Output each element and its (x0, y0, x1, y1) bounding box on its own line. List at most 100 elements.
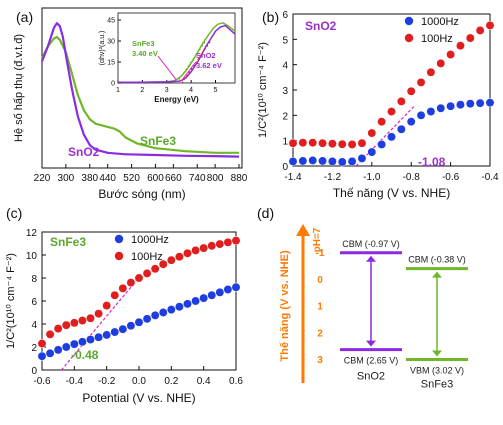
panel-b-ytick-label: 4 (282, 61, 288, 72)
panel-d-ytick-label: 0 (317, 275, 323, 286)
panel-c-ytick-label: 8 (31, 274, 37, 285)
inset-xtick-label: 3 (165, 87, 169, 94)
panel-b-ytick-label: 5 (282, 35, 288, 46)
inset-ytick-label: 15 (107, 60, 115, 67)
panel-b-point-100hz (446, 50, 456, 59)
panel-c-point-100hz (142, 268, 152, 278)
panel-b-point-1000hz (288, 156, 298, 166)
panel-b-ytick-label: 3 (282, 86, 288, 97)
panel-c-point-100hz (86, 313, 95, 323)
panel-b-xtick-label: -1.2 (324, 172, 342, 183)
panel-d-ytick-label: 1 (317, 302, 323, 313)
panel-c-point-1000hz (86, 335, 95, 344)
inset-frame (117, 12, 236, 84)
panel-d-snfe3-vbm-label: VBM (3.02 V) (410, 366, 464, 376)
panel-c-xtick-label: -0.4 (66, 376, 84, 387)
panel-c-xlabel: Potential (V vs. NHE) (82, 391, 195, 405)
panel-b-ytick-label: 0 (282, 162, 288, 173)
panel-b-point-1000hz (475, 98, 485, 108)
inset-xlabel: Energy (eV) (154, 95, 199, 104)
panel-c-point-100hz (110, 290, 120, 300)
panel-b-point-100hz (465, 33, 475, 43)
panel-b-point-100hz (308, 138, 318, 148)
inset-ytick-label: 0 (111, 81, 115, 88)
panel-c-xtick-label: -0.2 (98, 376, 116, 387)
series-a-snfe3 (41, 35, 239, 154)
panel-c-point-100hz (150, 264, 160, 274)
panel-c-point-100hz (45, 329, 55, 339)
inset-ann-sno2-value: 3.62 eV (196, 61, 222, 70)
panel-b-point-1000hz (436, 103, 446, 113)
panel-b-point-100hz (485, 20, 495, 30)
panel-c-point-1000hz (134, 317, 144, 327)
inset-ylabel: (αhν)²(a.u.) (99, 31, 106, 66)
panel-c-legend-marker-1000hz (114, 234, 124, 244)
panel-c-ytick-label: 12 (26, 228, 38, 239)
panel-c-point-100hz (183, 248, 192, 258)
panel-b-point-100hz (298, 138, 308, 148)
panel-c-point-100hz (61, 320, 71, 330)
panel-c-point-1000hz (53, 345, 63, 355)
panel-a-xtick-label: 220 (34, 173, 51, 184)
panel-b-point-1000hz (426, 107, 436, 116)
panel-b-legend-marker-100hz (404, 33, 414, 43)
panel-c-point-100hz (199, 243, 209, 253)
panel-c-point-100hz (231, 236, 241, 246)
panel-d-snfe3-name: SnFe3 (421, 379, 453, 391)
inset-ann-snfe3-value: 3.40 eV (132, 49, 158, 58)
panel-c-xtick-label: 0.6 (229, 376, 243, 387)
panel-c-xtick-label: 0.4 (197, 376, 211, 387)
panel-b-point-100hz (377, 117, 387, 127)
panel-b-xtick-label: -0.4 (481, 172, 499, 183)
panel-c-point-100hz (207, 241, 217, 251)
panel-b-xtick-label: -0.8 (403, 172, 421, 183)
panel-c-point-100hz (126, 278, 136, 288)
panel-a-xtick-label: 520 (123, 173, 140, 184)
panel-b-point-100hz (436, 58, 446, 68)
panel-c-ylabel: 1/C²(10¹⁰ cm⁻⁴ F⁻²) (5, 253, 17, 349)
panel-a-xtick-label: 800 (207, 173, 224, 184)
panel-a-frame (41, 7, 243, 169)
panel-c-point-1000hz (37, 351, 47, 361)
panel-c-annotation: -0.48 (71, 348, 99, 362)
panel-b-point-1000hz (396, 124, 406, 134)
panel-d-axis-arrowhead (296, 224, 310, 236)
inset-arrow-sno2 (181, 62, 196, 81)
panel-c-point-100hz (215, 239, 225, 249)
panel-c-ytick-label: 10 (26, 251, 38, 262)
panel-a-ylabel: Hệ số hấp thụ (đ.v.t.đ) (13, 34, 25, 142)
series-inset-sno2 (118, 24, 236, 84)
panel-b-point-100hz (406, 86, 416, 96)
panel-c-point-1000hz (102, 330, 112, 340)
panel-c-label: (c) (6, 205, 22, 221)
panel-c-point-1000hz (110, 327, 120, 337)
panel-a-xtick-label: 300 (58, 173, 75, 184)
panel-b-point-100hz (337, 139, 347, 149)
panel-c-ytick-label: 0 (31, 366, 37, 377)
inset-ytick-label: 45 (107, 18, 115, 25)
panel-c-point-1000hz (207, 290, 217, 300)
panel-b-point-100hz (387, 107, 396, 116)
panel-a-label: (a) (16, 9, 33, 25)
panel-d-snfe3-arrowhead-top (432, 271, 442, 278)
inset-ann-snfe3-name: SnFe3 (132, 39, 155, 48)
inset-tangent-snfe3 (176, 40, 207, 84)
panel-a-xtick-label: 660 (165, 173, 182, 184)
panel-c-point-1000hz (223, 285, 233, 294)
panel-c-point-1000hz (150, 310, 160, 320)
panel-b-legend-marker-1000hz (404, 16, 414, 26)
panel-c-ytick-label: 2 (31, 343, 37, 354)
panel-b-point-100hz (396, 96, 406, 106)
panel-c-point-100hz (37, 339, 47, 348)
panel-b-xlabel: Thế năng (V vs. NHE) (333, 186, 450, 200)
panel-d-ytick-label: -1 (316, 248, 325, 259)
inset-ann-sno2-name: SnO2 (196, 51, 216, 60)
inset-arrow-snfe3 (157, 55, 177, 81)
panel-c-point-100hz (191, 245, 201, 255)
panel-a-xtick-label: 740 (189, 173, 206, 184)
panel-b-point-1000hz (327, 156, 337, 166)
panel-d-label: (d) (257, 205, 274, 221)
panel-b-point-1000hz (298, 156, 308, 166)
panel-a-xtick-label: 600 (147, 173, 164, 184)
